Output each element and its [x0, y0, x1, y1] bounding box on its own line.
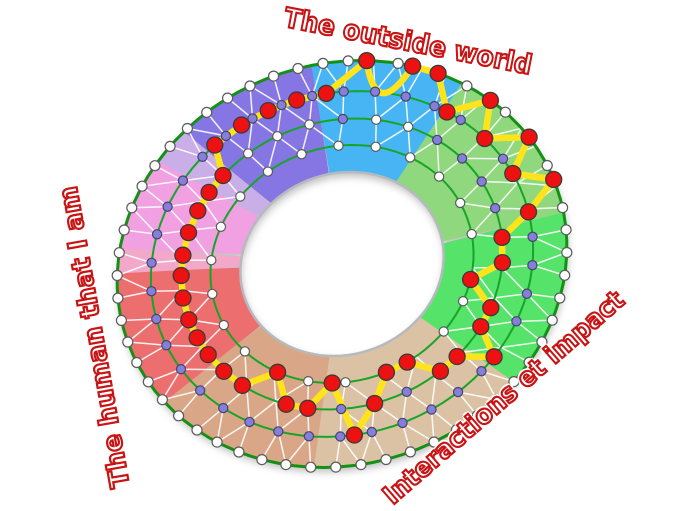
hole-rim [239, 170, 445, 358]
path-nodes [172, 51, 563, 444]
ring-D [209, 143, 475, 385]
grid-nodes [111, 55, 573, 473]
